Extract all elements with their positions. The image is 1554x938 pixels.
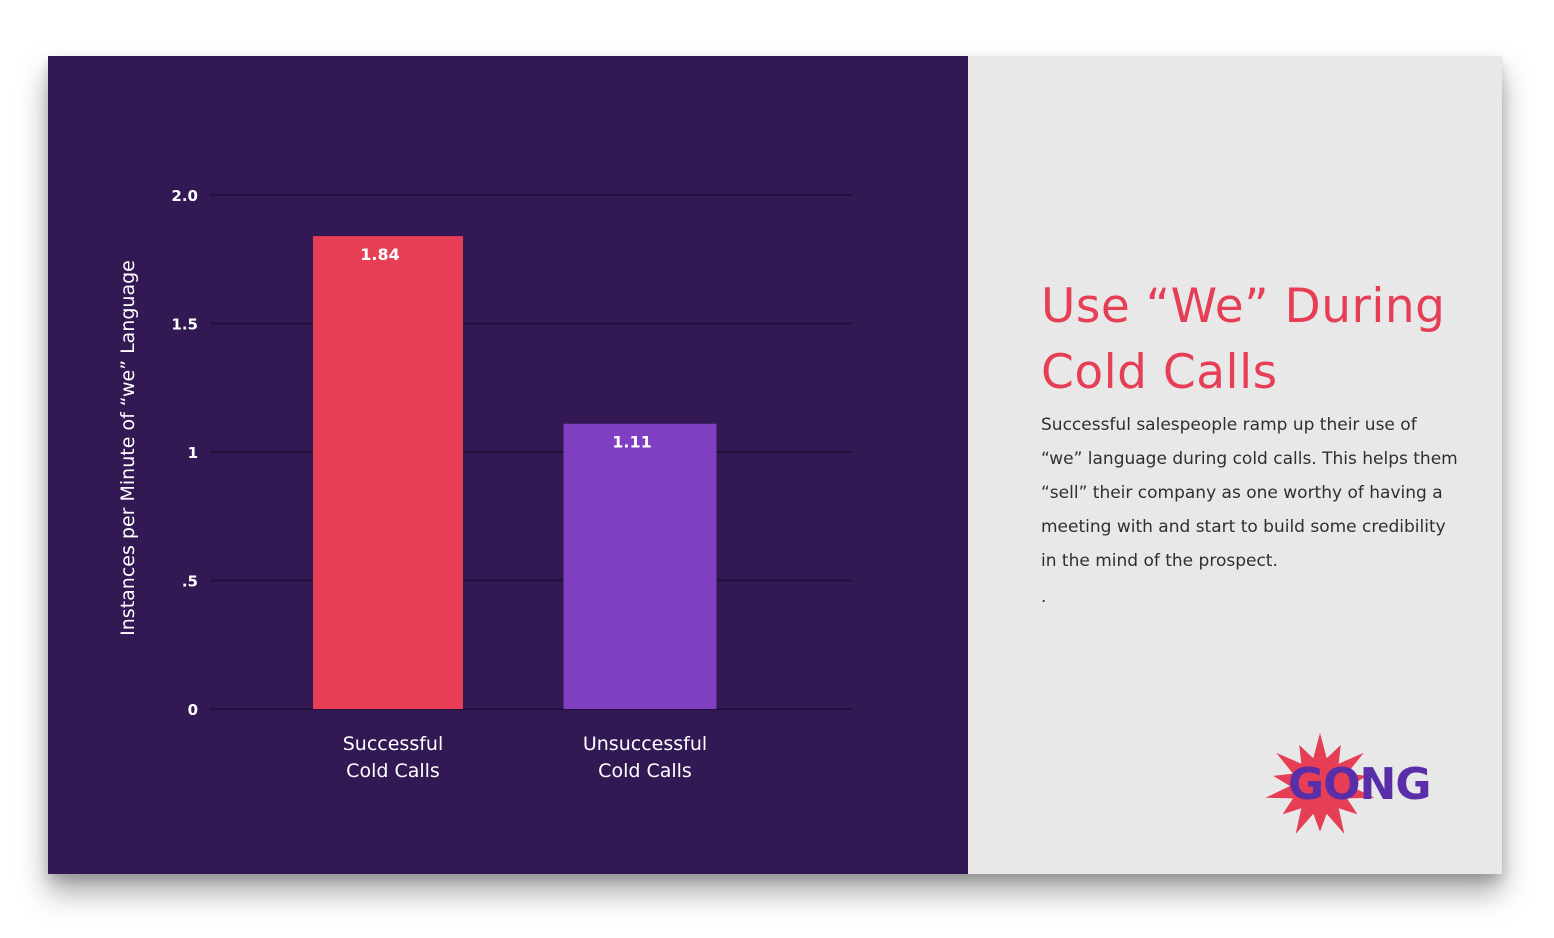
trailing-dot: . [1041, 587, 1047, 607]
bar-value-label: 1.11 [612, 433, 651, 452]
x-category-label: Successful [343, 733, 444, 755]
logo-text: GONG [1288, 759, 1431, 810]
headline: Use “We” During Cold Calls [1041, 274, 1481, 406]
headline-line-1: Use “We” During [1041, 279, 1446, 334]
y-tick-label: 0 [188, 701, 198, 719]
body-paragraph: Successful salespeople ramp up their use… [1041, 415, 1458, 571]
y-tick-label: .5 [182, 573, 198, 591]
y-tick-label: 1 [188, 444, 198, 462]
bar [313, 236, 463, 709]
bar [563, 423, 717, 709]
x-category-label: Cold Calls [598, 760, 692, 782]
x-category-label: Unsuccessful [583, 733, 707, 755]
x-category-label: Cold Calls [346, 760, 440, 782]
y-tick-label: 2.0 [171, 187, 198, 205]
chart-panel: 0 .5 1 1.5 2.0 Instances per Minute of “we” L… [48, 56, 968, 874]
burst-icon [1265, 732, 1375, 834]
y-tick-label: 1.5 [171, 316, 198, 334]
gong-logo: GONG [1258, 732, 1438, 842]
headline-line-2: Cold Calls [1041, 345, 1278, 400]
bar-chart: 0 .5 1 1.5 2.0 Instances per Minute of “we” L… [117, 187, 853, 782]
bar-value-label: 1.84 [360, 245, 399, 264]
y-axis-label: Instances per Minute of “we” Language [117, 260, 139, 636]
text-panel: Use “We” During Cold Calls Successful sa… [968, 56, 1502, 874]
slide-card: 0 .5 1 1.5 2.0 Instances per Minute of “we” L… [48, 56, 1502, 874]
